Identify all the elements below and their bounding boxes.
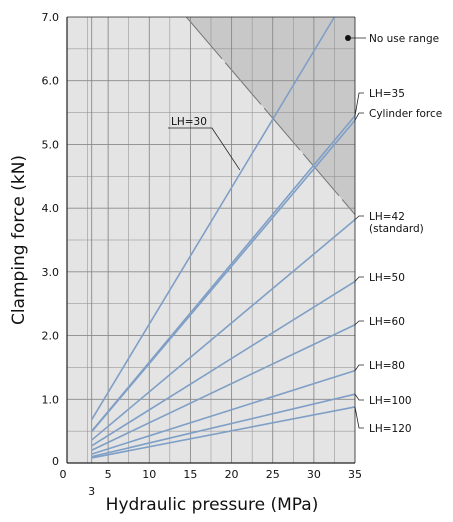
series-line-cylinder-force: [91, 119, 356, 433]
no-use-range-label: No use range: [369, 33, 439, 45]
series-line-lh-30: [91, 16, 336, 421]
series-label-lh-80: LH=80: [369, 360, 405, 372]
y-tick-label: 0: [52, 455, 59, 468]
no-use-range-boundary: [185, 16, 356, 215]
series-label-leader: [354, 92, 364, 116]
x-tick-label: 20: [225, 468, 239, 481]
series-label-lh-120: LH=120: [369, 423, 412, 435]
y-tick-label: 4.0: [42, 202, 60, 215]
x-tick-label: 10: [142, 468, 156, 481]
y-tick-label: 5.0: [42, 138, 60, 151]
y-tick-label: 2.0: [42, 330, 60, 343]
x-tick-label: 15: [183, 468, 197, 481]
x-tick-label: 35: [348, 468, 362, 481]
series-line-lh-35: [91, 115, 356, 432]
series-label-leader: [168, 127, 241, 171]
y-tick-label: 1.0: [42, 393, 60, 406]
x-tick-label: 5: [105, 468, 112, 481]
x-tick-label: 0: [60, 468, 67, 481]
series-label-leader: [354, 320, 364, 326]
series-label-leader: [354, 364, 364, 371]
series-line-lh-42: [91, 218, 356, 441]
series-line-lh-80: [91, 369, 356, 455]
x-tick-label: 3: [88, 485, 95, 498]
y-tick-label: 7.0: [42, 11, 60, 24]
series-label-leader: [354, 406, 364, 429]
series-labels: LH=30 LH=35 Cylinder force LH=42(standard) L…: [168, 33, 442, 435]
series-lines: [91, 16, 356, 459]
y-tick-label: 6.0: [42, 75, 60, 88]
axes: 0 35 10 15 20 25 30 35 0 1.0 2.0 3.0 4.0 5.0 6.0 7.0: [42, 11, 363, 498]
series-label-lh-30: LH=30: [171, 116, 207, 128]
series-label-leader: [354, 112, 364, 121]
x-axis-title: Hydraulic pressure (MPa): [106, 495, 319, 515]
y-tick-label: 3.0: [42, 266, 60, 279]
series-label-cylinder-force: Cylinder force: [369, 108, 442, 120]
series-label-lh-100: LH=100: [369, 395, 412, 407]
series-line-lh-60: [91, 324, 356, 451]
x-tick-label: 25: [266, 468, 280, 481]
series-label-lh-60: LH=60: [369, 316, 405, 328]
series-label-leader: [354, 215, 364, 220]
series-label-lh-42: LH=42: [369, 211, 405, 223]
y-axis-title: Clamping force (kN): [9, 155, 29, 325]
series-sublabel: (standard): [369, 223, 424, 235]
series-line-lh-120: [91, 406, 356, 459]
series-line-lh-50: [91, 280, 356, 447]
series-label-lh-50: LH=50: [369, 272, 405, 284]
series-label-leader: [354, 393, 364, 401]
series-label-lh-35: LH=35: [369, 88, 405, 100]
series-line-lh-100: [91, 393, 356, 458]
series-label-leader: [354, 276, 364, 282]
x-tick-label: 30: [307, 468, 321, 481]
